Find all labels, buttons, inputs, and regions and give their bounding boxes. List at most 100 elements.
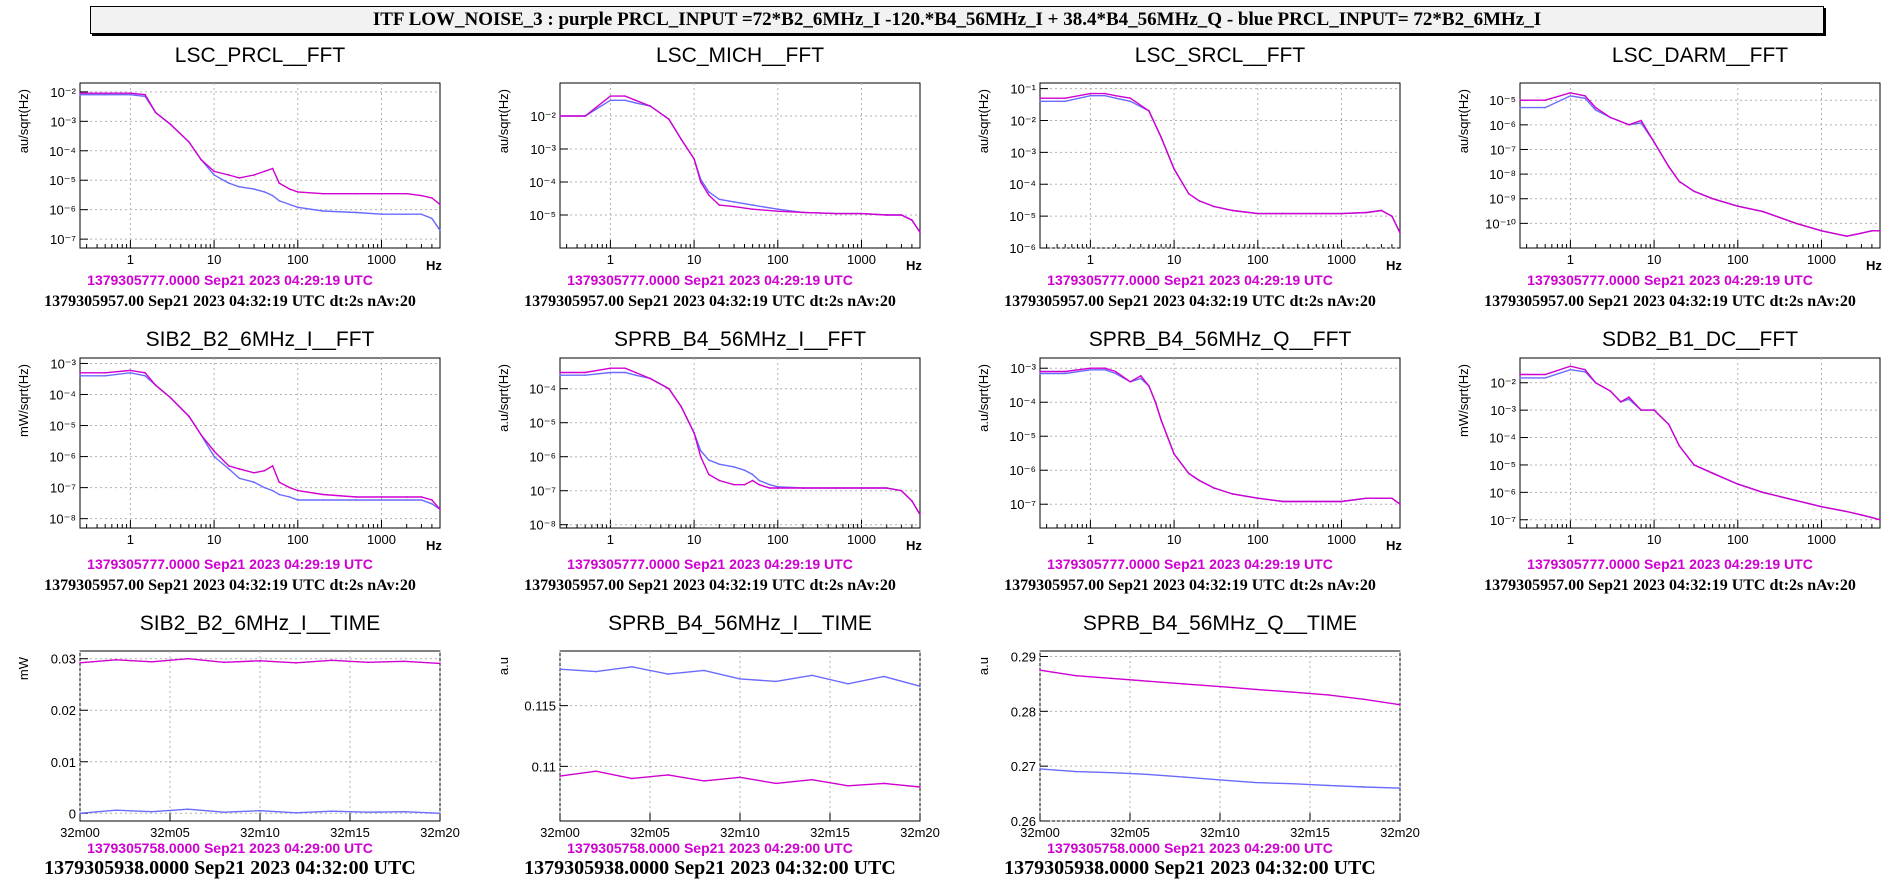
chart-5-series-purple-point bbox=[213, 450, 215, 452]
chart-1-series-purple-point bbox=[79, 92, 81, 95]
chart-11-series-purple-point bbox=[1399, 703, 1401, 706]
chart-8-y-tick-label: 10⁻³ bbox=[1490, 403, 1516, 418]
chart-3-series-purple-point bbox=[1064, 97, 1066, 100]
chart-1-series-blue-point bbox=[228, 182, 230, 184]
chart-3-series-purple-point bbox=[1365, 211, 1368, 214]
chart-4-y-tick-label: 10⁻⁶ bbox=[1489, 118, 1516, 133]
chart-11-y-tick-label: 0.27 bbox=[1011, 759, 1036, 774]
chart-10-series-blue-point bbox=[595, 670, 597, 673]
chart-5-y-axis-label: mW/sqrt(Hz) bbox=[16, 364, 31, 437]
chart-1-series-purple-point bbox=[431, 197, 433, 199]
chart-3-plot-frame bbox=[1039, 82, 1401, 249]
chart-3-series-blue-point bbox=[1089, 94, 1092, 97]
chart-5-series-blue-point bbox=[104, 375, 106, 377]
chart-3-y-tick-label: 10⁻⁴ bbox=[1009, 177, 1036, 192]
chart-2-x-tick-label: 10 bbox=[687, 252, 701, 267]
chart-5-series-blue-point bbox=[420, 499, 423, 501]
chart-6-series-blue-point bbox=[758, 479, 761, 482]
chart-2-series-purple-point bbox=[609, 95, 612, 97]
chart-10-series-purple-point bbox=[847, 784, 849, 787]
chart-2-series-purple-point bbox=[708, 194, 710, 196]
chart-8-x-tick-label: 1 bbox=[1567, 532, 1574, 547]
chart-1-x-unit: Hz bbox=[426, 258, 442, 273]
chart-11-series-purple-point bbox=[1327, 694, 1329, 696]
chart-2-series-purple-point bbox=[802, 211, 804, 214]
chart-2-series-blue-point bbox=[634, 102, 637, 104]
chart-5-series-purple-point bbox=[322, 493, 324, 496]
chart-1-series-blue-point bbox=[431, 217, 433, 220]
chart-5-series-purple-point bbox=[154, 384, 157, 386]
chart-11-series-blue-point bbox=[1147, 773, 1149, 776]
chart-11-series-purple-point bbox=[1075, 674, 1077, 677]
chart-5-series-blue-point bbox=[263, 486, 266, 489]
chart-6-y-tick-label: 10⁻⁵ bbox=[529, 416, 556, 431]
chart-9-series-blue-point bbox=[439, 812, 441, 815]
chart-1-y-tick-label: 10⁻³ bbox=[50, 114, 76, 129]
chart-10-timestamp-purple: 1379305758.0000 Sep21 2023 04:29:00 UTC bbox=[567, 840, 853, 856]
chart-3-y-tick-label: 10⁻³ bbox=[1010, 145, 1036, 160]
chart-5-series-purple-point bbox=[405, 496, 408, 498]
chart-2-series-purple-point bbox=[885, 214, 888, 216]
chart-1-series-blue-point bbox=[288, 203, 291, 206]
chart-10-series-purple-point bbox=[595, 770, 597, 773]
chart-7-title: SPRB_B4_56MHz_Q__FFT bbox=[1089, 328, 1352, 351]
chart-4-series-purple-point bbox=[1845, 235, 1848, 238]
chart-9-series-blue-point bbox=[187, 808, 189, 810]
chart-5-series-purple-point bbox=[253, 472, 255, 474]
chart-3-x-unit: Hz bbox=[1386, 258, 1402, 273]
chart-6-series-purple-point bbox=[733, 483, 735, 486]
chart-11-y-tick-label: 0.28 bbox=[1011, 704, 1036, 719]
chart-6-series-purple-point bbox=[699, 455, 702, 458]
chart-9-x-tick-label: 32m05 bbox=[150, 825, 190, 840]
chart-1-series-purple-point bbox=[271, 167, 274, 170]
chart-2-series-purple-point bbox=[634, 99, 637, 102]
chart-7-series-purple-point bbox=[1160, 419, 1162, 421]
chart-8-series-purple-point bbox=[1736, 483, 1739, 485]
chart-1-plot-frame bbox=[79, 82, 441, 249]
chart-4-series-blue-point bbox=[1594, 109, 1597, 111]
chart-8-series-purple-point bbox=[1609, 390, 1612, 392]
chart-1-series-blue-point bbox=[104, 93, 106, 96]
chart-7-series-purple-point bbox=[1148, 385, 1150, 387]
chart-8-series-purple-point bbox=[1860, 514, 1863, 516]
chart-6-y-tick-label: 10⁻⁸ bbox=[529, 518, 556, 533]
chart-10-series-purple-point bbox=[919, 786, 921, 788]
chart-1-series-blue-point bbox=[439, 229, 441, 232]
chart-5-timestamp-black: 1379305957.00 Sep21 2023 04:32:19 UTC dt… bbox=[44, 577, 416, 594]
chart-6-series-purple-point bbox=[885, 487, 888, 489]
chart-5-y-tick-label: 10⁻⁵ bbox=[49, 419, 76, 434]
chart-6-series-blue-point bbox=[708, 459, 710, 461]
chart-4-series-purple-point bbox=[1519, 99, 1521, 102]
chart-8-y-tick-label: 10⁻² bbox=[1490, 376, 1516, 391]
chart-1-series-blue-point bbox=[322, 210, 324, 212]
chart-8-series-purple-point bbox=[1569, 365, 1572, 368]
chart-11-series-purple-point bbox=[1039, 669, 1041, 671]
chart-11-y-axis-label: a.u bbox=[976, 657, 991, 675]
chart-8-plot-frame bbox=[1519, 357, 1881, 529]
chart-7-x-tick-label: 100 bbox=[1247, 532, 1269, 547]
chart-2-x-tick-label: 100 bbox=[767, 252, 789, 267]
chart-10-series-purple-point bbox=[667, 774, 669, 776]
chart-6-series-purple-point bbox=[751, 479, 754, 482]
chart-7-series-purple-point bbox=[1391, 497, 1393, 500]
chart-7-timestamp-purple: 1379305777.0000 Sep21 2023 04:29:19 UTC bbox=[1047, 556, 1333, 572]
chart-5-series-purple-point bbox=[228, 465, 230, 467]
header-title: ITF LOW_NOISE_3 : purple PRCL_INPUT =72*… bbox=[90, 6, 1824, 34]
chart-11-series-blue-point bbox=[1363, 786, 1365, 788]
chart-6-series-purple-point bbox=[776, 487, 779, 489]
chart-10-y-axis-label: a.u bbox=[496, 657, 511, 675]
chart-5-series-purple-point bbox=[296, 489, 299, 492]
chart-3-series-purple-point bbox=[1148, 110, 1150, 112]
chart-8-series-purple-point bbox=[1653, 409, 1655, 411]
chart-1-series-purple-point bbox=[355, 192, 358, 195]
chart-1-series-purple-point bbox=[296, 191, 299, 193]
chart-3-y-tick-label: 10⁻² bbox=[1010, 113, 1036, 128]
chart-2-x-tick-label: 1 bbox=[607, 252, 614, 267]
chart-1-series-purple-point bbox=[144, 93, 146, 96]
chart-2-x-unit: Hz bbox=[906, 258, 922, 273]
chart-4-series-purple-point bbox=[1628, 124, 1630, 126]
chart-4-series-purple-point bbox=[1668, 165, 1670, 168]
chart-10-x-tick-label: 32m15 bbox=[810, 825, 850, 840]
chart-2-series-purple-point bbox=[751, 208, 754, 210]
chart-4-series-purple-point bbox=[1795, 222, 1798, 225]
